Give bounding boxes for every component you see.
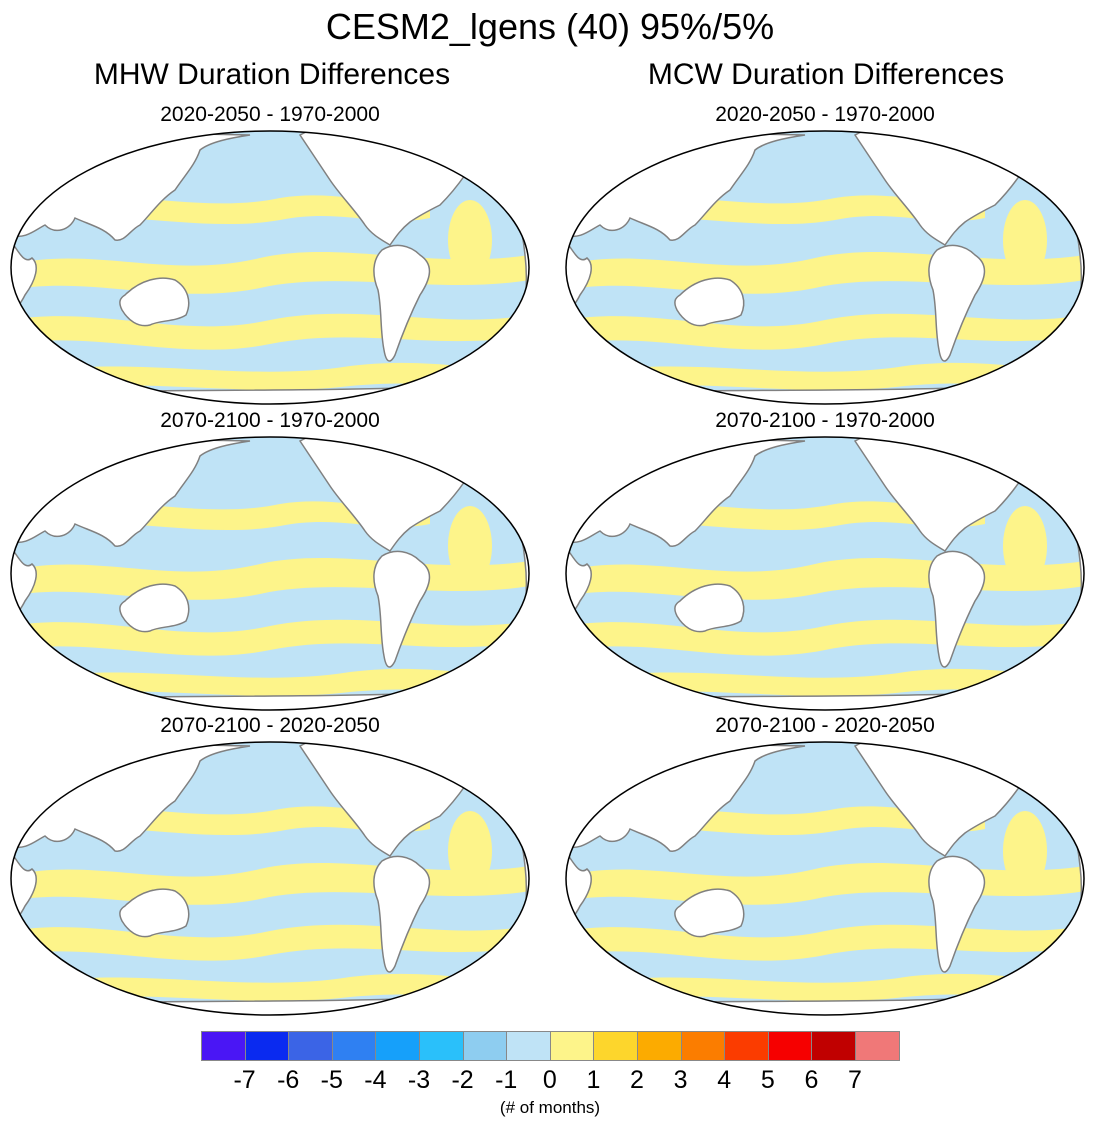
colorbar-swatch: [331, 1031, 377, 1061]
land-australia: [674, 277, 745, 327]
land-south-america: [373, 855, 431, 973]
world-map: [565, 130, 1085, 405]
world-map: [10, 436, 530, 711]
colorbar-swatch: [593, 1031, 638, 1061]
land-australia: [119, 583, 190, 633]
colorbar-swatch: [811, 1031, 856, 1061]
positive-anomaly-patch: [448, 200, 492, 280]
land-south-america: [928, 550, 986, 668]
world-map: [10, 130, 530, 405]
map-border: [10, 436, 530, 711]
land-south-america: [373, 550, 431, 668]
colorbar-tick-label: 6: [804, 1066, 819, 1094]
colorbar-tick-label: -3: [407, 1066, 431, 1094]
colorbar-tick-label: 1: [586, 1066, 601, 1094]
colorbar-swatch: [419, 1031, 464, 1061]
map-border: [565, 741, 1085, 1016]
land-south-america: [928, 244, 986, 362]
panel-title: 2070-2100 - 1970-2000: [160, 409, 380, 432]
colorbar-tick-label: 5: [760, 1066, 775, 1094]
world-map: [565, 436, 1085, 711]
colorbar-tick-label: -2: [451, 1066, 474, 1094]
land-antarctica: [566, 997, 1084, 1015]
land-greenland: [1034, 742, 1084, 779]
colorbar-swatch: [724, 1031, 769, 1061]
colorbar-tick-label: 4: [717, 1066, 732, 1094]
colorbar-tick-label: -4: [364, 1066, 387, 1094]
colorbar-swatch: [767, 1031, 813, 1061]
panel-title: 2020-2050 - 1970-2000: [715, 103, 935, 126]
colorbar-tick-label: -6: [277, 1066, 300, 1094]
positive-anomaly-patch: [1003, 200, 1047, 280]
land-greenland: [479, 437, 529, 474]
land-greenland: [479, 131, 529, 168]
land-australia: [119, 888, 190, 938]
colorbar-swatch: [375, 1031, 420, 1061]
land-antarctica: [566, 692, 1084, 710]
panel-title: 2070-2100 - 2020-2050: [160, 714, 380, 737]
world-map: [565, 741, 1085, 1016]
colorbar-tick-label: -7: [233, 1066, 256, 1094]
positive-anomaly-patch: [1003, 506, 1047, 586]
world-map: [10, 741, 530, 1016]
column-title-mcw: MCW Duration Differences: [647, 58, 1005, 91]
map-border: [10, 130, 530, 405]
land-greenland: [1034, 131, 1084, 168]
colorbar-units: (# of months): [499, 1098, 601, 1117]
colorbar-tick-label: 2: [630, 1066, 644, 1094]
land-greenland: [1034, 437, 1084, 474]
colorbar-tick-label: -5: [320, 1066, 343, 1094]
colorbar-swatch: [244, 1031, 290, 1061]
colorbar-swatch: [506, 1031, 551, 1061]
land-south-america: [928, 855, 986, 973]
land-greenland: [479, 742, 529, 779]
map-border: [565, 436, 1085, 711]
land-south-america: [373, 244, 431, 362]
land-antarctica: [566, 386, 1084, 404]
map-border: [565, 130, 1085, 405]
colorbar-tick-label: 3: [673, 1066, 688, 1094]
map-border: [10, 741, 530, 1016]
colorbar-swatch: [680, 1031, 726, 1061]
land-antarctica: [11, 386, 529, 404]
panel-title: 2070-2100 - 1970-2000: [715, 409, 935, 432]
colorbar-swatch: [288, 1031, 333, 1061]
positive-anomaly-patch: [448, 506, 492, 586]
column-title-mhw: MHW Duration Differences: [93, 58, 451, 91]
land-australia: [119, 277, 190, 327]
land-antarctica: [11, 997, 529, 1015]
colorbar-swatch: [855, 1031, 900, 1061]
positive-anomaly-patch: [1003, 811, 1047, 891]
land-australia: [674, 888, 745, 938]
positive-anomaly-patch: [448, 811, 492, 891]
panel-title: 2020-2050 - 1970-2000: [160, 103, 380, 126]
panel-title: 2070-2100 - 2020-2050: [715, 714, 935, 737]
colorbar-swatch: [462, 1031, 508, 1061]
colorbar-tick-label: 7: [848, 1066, 862, 1094]
colorbar-swatch: [201, 1031, 246, 1061]
colorbar-swatch: [637, 1031, 682, 1061]
figure-title: CESM2_lgens (40) 95%/5%: [325, 6, 775, 47]
colorbar-tick-label: 0: [542, 1066, 557, 1094]
land-antarctica: [11, 692, 529, 710]
colorbar-swatch: [549, 1031, 595, 1061]
colorbar-tick-label: -1: [495, 1066, 518, 1094]
land-australia: [674, 583, 745, 633]
